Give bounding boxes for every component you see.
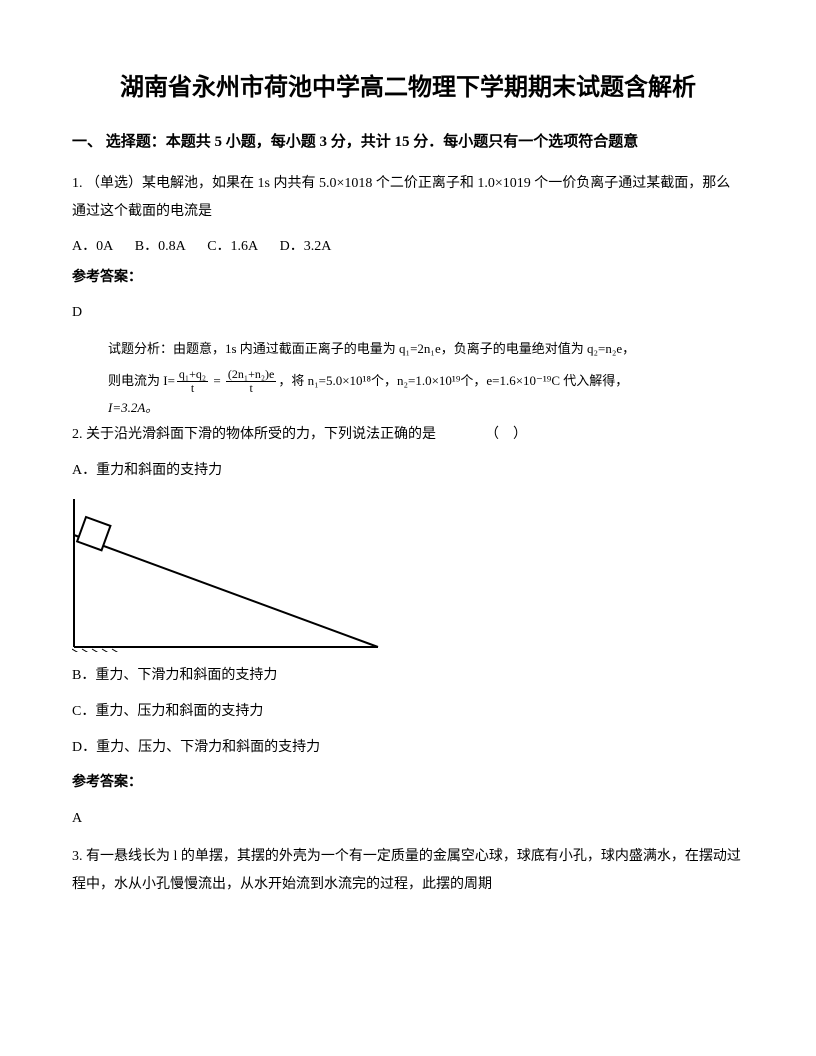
q1-option-c: C．1.6A bbox=[207, 239, 258, 254]
page-title: 湖南省永州市荷池中学高二物理下学期期末试题含解析 bbox=[72, 70, 744, 106]
fraction-2: (2n₁+n₂)et bbox=[226, 368, 276, 395]
section-header: 一、 选择题：本题共 5 小题，每小题 3 分，共计 15 分．每小题只有一个选… bbox=[72, 130, 744, 156]
q1-analysis-1: 试题分析：由题意，1s 内通过截面正离子的电量为 q₁=2n₁e，负离子的电量绝… bbox=[72, 337, 744, 362]
question-3-text: 3. 有一悬线长为 l 的单摆，其摆的外壳为一个有一定质量的金属空心球，球底有小… bbox=[72, 843, 744, 899]
q2-option-b: B．重力、下滑力和斜面的支持力 bbox=[72, 662, 744, 690]
q2-option-d: D．重力、压力、下滑力和斜面的支持力 bbox=[72, 734, 744, 762]
question-1-text: 1. （单选）某电解池，如果在 1s 内共有 5.0×1018 个二价正离子和 … bbox=[72, 170, 744, 226]
q1-option-d: D．3.2A bbox=[280, 239, 332, 254]
q1-analysis-2c: ，将 n₁=5.0×10¹⁸个，n₂=1.0×10¹⁹个，e=1.6×10⁻¹⁹… bbox=[278, 373, 628, 388]
q2-answer-label: 参考答案： bbox=[72, 770, 744, 795]
question-2-text: 2. 关于沿光滑斜面下滑的物体所受的力，下列说法正确的是 （ ） bbox=[72, 421, 744, 449]
q1-analysis-2a: 则电流为 I= bbox=[108, 373, 175, 388]
q1-analysis-3: I=3.2A。 bbox=[72, 395, 744, 421]
q1-analysis-2: 则电流为 I=q₁+q₂t = (2n₁+n₂)et，将 n₁=5.0×10¹⁸… bbox=[72, 368, 744, 396]
question-1-options: A．0A B．0.8A C．1.6A D．3.2A bbox=[72, 234, 744, 259]
q2-answer: A bbox=[72, 806, 744, 831]
q2-option-a: A．重力和斜面的支持力 bbox=[72, 457, 744, 485]
q1-analysis-2b: = bbox=[210, 373, 224, 388]
fraction-1: q₁+q₂t bbox=[177, 368, 208, 395]
q1-answer: D bbox=[72, 300, 744, 325]
q1-option-b: B．0.8A bbox=[135, 239, 186, 254]
q2-option-c: C．重力、压力和斜面的支持力 bbox=[72, 698, 744, 726]
q1-answer-label: 参考答案： bbox=[72, 265, 744, 290]
q1-option-a: A．0A bbox=[72, 239, 113, 254]
incline-diagram bbox=[72, 497, 744, 652]
